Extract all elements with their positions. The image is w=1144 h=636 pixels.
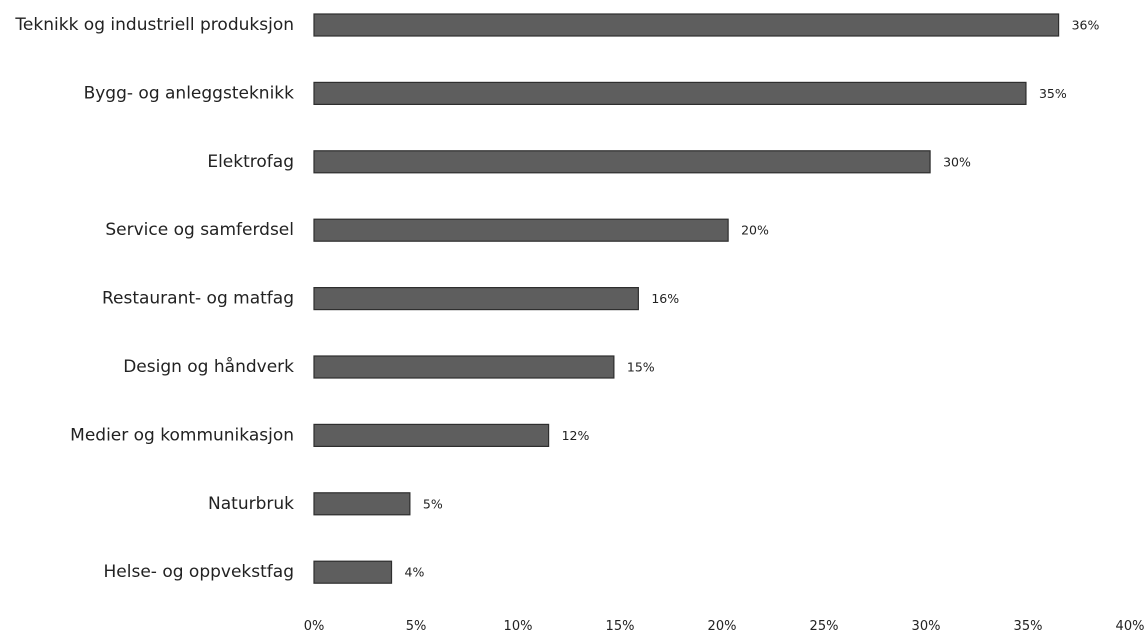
bar xyxy=(313,287,639,311)
bar xyxy=(313,81,1027,106)
data-label: 12% xyxy=(562,428,590,443)
bar xyxy=(313,560,393,584)
x-tick-label: 15% xyxy=(606,619,635,634)
bar xyxy=(313,355,615,379)
category-label: Medier og kommunikasjon xyxy=(70,425,294,445)
category-label: Elektrofag xyxy=(207,152,294,172)
bar xyxy=(313,218,729,242)
x-tick-label: 20% xyxy=(708,619,737,634)
x-tick-label: 40% xyxy=(1116,619,1144,634)
data-label: 20% xyxy=(741,223,769,238)
bar xyxy=(313,423,550,447)
category-label: Service og samferdsel xyxy=(105,220,294,240)
value-labels: 36% 35% 30% 20% 16% 15% 12% 5% 4% xyxy=(405,18,1100,580)
category-label: Helse- og oppvekstfag xyxy=(104,562,294,582)
data-label: 36% xyxy=(1072,18,1100,33)
category-label: Design og håndverk xyxy=(123,356,294,377)
bars-layer xyxy=(313,13,1060,584)
category-label: Bygg- og anleggsteknikk xyxy=(84,83,295,103)
x-tick-label: 25% xyxy=(810,619,839,634)
bar xyxy=(313,150,931,174)
x-tick-label: 35% xyxy=(1014,619,1043,634)
data-label: 5% xyxy=(423,496,443,511)
category-label: Naturbruk xyxy=(208,494,294,514)
category-labels: Teknikk og industriell produksjon Bygg- o… xyxy=(14,15,294,582)
data-label: 30% xyxy=(943,154,971,169)
data-label: 35% xyxy=(1039,86,1067,101)
category-label: Restaurant- og matfag xyxy=(102,289,294,309)
x-tick-label: 5% xyxy=(406,619,427,634)
bar xyxy=(313,13,1060,37)
x-tick-label: 30% xyxy=(912,619,941,634)
data-label: 16% xyxy=(651,291,679,306)
data-label: 15% xyxy=(627,360,655,375)
x-tick-label: 10% xyxy=(504,619,533,634)
category-label: Teknikk og industriell produksjon xyxy=(14,15,294,35)
x-axis-ticks: 0% 5% 10% 15% 20% 25% 30% 35% 40% xyxy=(304,619,1144,634)
x-tick-label: 0% xyxy=(304,619,325,634)
bar xyxy=(313,492,411,516)
data-label: 4% xyxy=(405,565,425,580)
